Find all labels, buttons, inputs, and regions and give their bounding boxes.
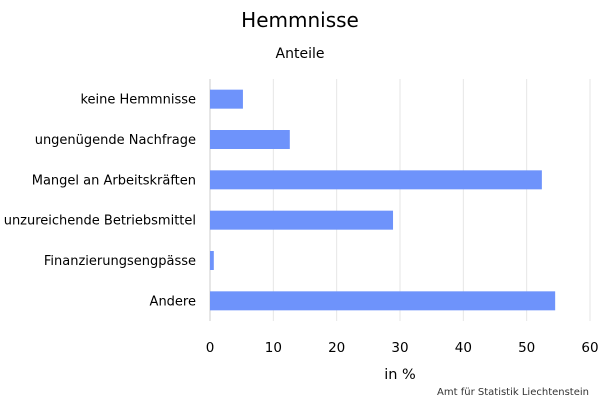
bar[interactable] (210, 130, 290, 149)
category-label: Andere (150, 294, 196, 309)
x-tick-label: 20 (328, 340, 345, 356)
category-label: Finanzierungsengpässe (44, 254, 196, 269)
x-tick-label: 50 (518, 340, 535, 356)
bar[interactable] (210, 251, 214, 270)
x-tick-label: 10 (265, 340, 282, 356)
bar[interactable] (210, 89, 243, 109)
x-tick-labels: 0 10 20 30 40 50 60 (206, 340, 599, 356)
x-axis-label: in % (384, 367, 416, 383)
bars (210, 89, 556, 311)
bar[interactable] (210, 170, 542, 190)
x-tick-label: 60 (581, 340, 598, 356)
category-label: keine Hemmnisse (80, 93, 196, 108)
x-tick-label: 40 (455, 340, 472, 356)
chart-title: Hemmnisse (241, 8, 359, 32)
category-labels: keine Hemmnisse ungenügende Nachfrage Mang… (4, 93, 196, 310)
x-tick-label: 0 (206, 340, 215, 356)
chart-subtitle: Anteile (276, 46, 325, 62)
category-label: ungenügende Nachfrage (35, 133, 196, 148)
x-tick-label: 30 (391, 340, 408, 356)
source-credit: Amt für Statistik Liechtenstein (437, 387, 589, 398)
category-label: unzureichende Betriebsmittel (4, 214, 196, 229)
gridlines (209, 79, 591, 321)
category-label: Mangel an Arbeitskräften (32, 173, 196, 188)
bar[interactable] (210, 210, 394, 230)
bar[interactable] (210, 291, 556, 311)
